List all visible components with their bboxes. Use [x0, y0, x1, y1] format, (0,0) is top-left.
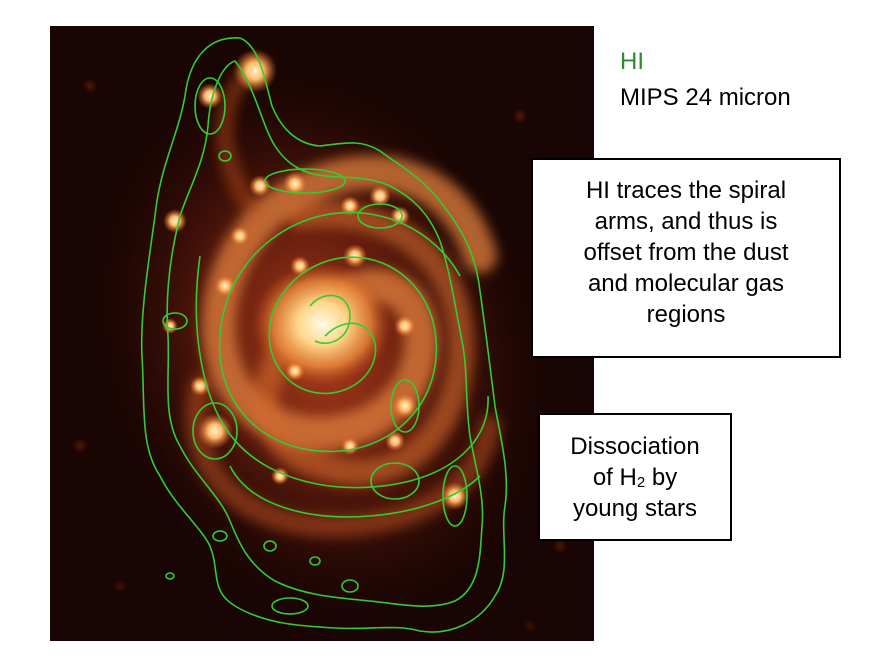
callout-dissoc-line: Dissociation: [570, 433, 700, 460]
callout-spiral-line: arms, and thus is: [594, 208, 778, 235]
galaxy-core: [252, 262, 392, 386]
star-forming-knots: [162, 49, 469, 510]
callout-spiral-line: offset from the dust: [583, 239, 789, 266]
galaxy-image: [50, 26, 594, 641]
hi-contour-overlay: [140, 37, 508, 633]
callout-dissoc-text: by: [645, 464, 678, 491]
callout-spiral-line: HI traces the spiral: [585, 177, 787, 204]
callout-dissociation: Dissociation of H2 by young stars: [538, 413, 732, 541]
callout-dissoc-subscript: 2: [636, 474, 646, 491]
callout-dissoc-text: of H: [592, 464, 637, 491]
callout-spiral-line: and molecular gas: [587, 270, 785, 297]
legend-hi: HI: [620, 48, 644, 75]
callout-dissoc-line: young stars: [572, 495, 698, 522]
callout-dissoc-line: of H2 by: [540, 462, 730, 493]
callout-spiral-line: regions: [646, 301, 726, 328]
callout-spiral-arms: HI traces the spiral arms, and thus is o…: [531, 158, 841, 358]
legend-mips-24-micron: MIPS 24 micron: [620, 84, 791, 111]
spiral-galaxy-svg: [76, 37, 564, 633]
